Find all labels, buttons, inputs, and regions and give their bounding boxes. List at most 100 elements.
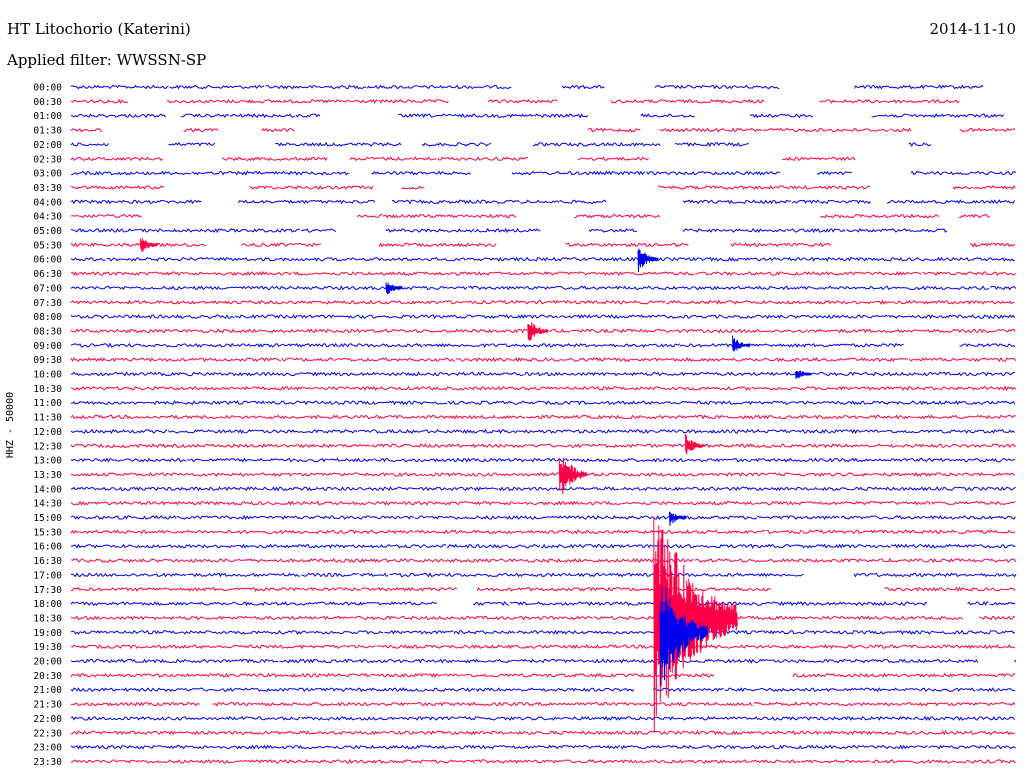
row-time-label: 15:30	[33, 527, 62, 538]
row-time-label: 02:00	[33, 140, 62, 151]
row-time-label: 00:30	[33, 97, 62, 108]
trace-line	[70, 543, 1016, 549]
row-time-label: 22:00	[33, 714, 62, 725]
seismic-event	[684, 433, 705, 455]
row-time-label: 05:30	[33, 240, 62, 251]
row-time-label: 23:30	[33, 757, 62, 768]
seismic-event	[659, 586, 708, 685]
trace-line	[70, 299, 1015, 305]
trace-line	[70, 514, 1016, 521]
row-time-label: 22:30	[33, 728, 62, 739]
date-label: 2014-11-10	[929, 20, 1016, 38]
row-time-label: 11:30	[33, 413, 62, 424]
row-time-label: 04:30	[33, 212, 62, 223]
trace-line	[70, 285, 1017, 291]
trace-line	[70, 270, 1016, 277]
row-time-label: 20:30	[33, 671, 62, 682]
trace-line	[70, 400, 1016, 406]
row-time-label: 05:00	[33, 226, 62, 237]
row-time-label: 13:30	[33, 470, 62, 481]
row-time-label: 15:00	[33, 513, 62, 524]
row-time-label: 21:30	[33, 700, 62, 711]
trace-line	[70, 644, 1016, 650]
row-time-label: 19:00	[33, 628, 62, 639]
row-time-label: 19:30	[33, 642, 62, 653]
row-time-label: 17:00	[33, 570, 62, 581]
row-time-label: 23:00	[33, 743, 62, 754]
row-time-label: 12:00	[33, 427, 62, 438]
trace-line	[70, 471, 1015, 477]
row-time-label: 20:00	[33, 657, 62, 668]
row-time-label: 06:30	[33, 269, 62, 280]
row-time-label: 18:30	[33, 613, 62, 624]
trace-line	[70, 184, 1016, 190]
trace-line	[70, 414, 1016, 420]
trace-line	[70, 170, 1017, 176]
trace-line	[70, 98, 960, 104]
row-time-label: 21:00	[33, 685, 62, 696]
row-time-label: 09:30	[33, 355, 62, 366]
row-time-label: 03:30	[33, 183, 62, 194]
seismic-event	[795, 370, 812, 379]
trace-line	[70, 428, 1015, 435]
seismic-event	[653, 517, 738, 733]
trace-line	[70, 558, 1017, 564]
trace-line	[70, 758, 1016, 764]
row-time-label: 07:30	[33, 298, 62, 309]
trace-line	[70, 572, 1017, 578]
row-time-label: 09:00	[33, 341, 62, 352]
trace-line	[70, 371, 1015, 377]
trace-line	[70, 687, 1016, 693]
row-time-label: 04:00	[33, 197, 62, 208]
row-time-label: 08:30	[33, 326, 62, 337]
trace-line	[70, 586, 1016, 592]
trace-line	[70, 227, 948, 234]
station-title: HT Litochorio (Katerini)	[7, 20, 191, 38]
trace-line	[70, 213, 991, 219]
row-time-label: 11:00	[33, 398, 62, 409]
row-time-label: 14:30	[33, 499, 62, 510]
trace-line	[70, 457, 1016, 463]
seismic-event	[385, 282, 403, 295]
trace-line	[70, 744, 1016, 750]
trace-line	[70, 385, 1016, 392]
trace-line	[70, 672, 1016, 678]
row-time-label: 01:00	[33, 111, 62, 122]
trace-line	[70, 127, 1016, 133]
y-axis-label: HHZ - 50000	[5, 392, 16, 458]
trace-line	[70, 113, 1004, 119]
seismic-event	[527, 321, 549, 341]
row-time-label: 07:00	[33, 283, 62, 294]
row-time-label: 14:00	[33, 484, 62, 495]
trace-line	[70, 629, 1016, 636]
trace-line	[70, 141, 932, 148]
seismic-event	[732, 335, 751, 352]
trace-line	[70, 529, 1016, 535]
trace-line	[70, 84, 984, 90]
trace-line	[70, 156, 856, 162]
filter-label: Applied filter: WWSSN-SP	[7, 51, 207, 69]
row-time-label: 08:00	[33, 312, 62, 323]
trace-line	[70, 328, 1016, 334]
trace-line	[70, 199, 1016, 205]
trace-line	[70, 443, 1017, 449]
row-time-label: 01:30	[33, 126, 62, 137]
trace-line	[70, 313, 1016, 320]
trace-line	[70, 500, 1016, 506]
trace-line	[70, 342, 1016, 348]
seismic-event	[669, 511, 687, 526]
row-time-label: 16:30	[33, 556, 62, 567]
trace-line	[70, 615, 1016, 621]
traces: 00:00 00:30 01:00 01:30 02:00 02:30 03:00 03:30…	[33, 83, 1017, 768]
row-time-label: 00:00	[33, 83, 62, 94]
seismic-event	[637, 248, 659, 273]
trace-line	[70, 256, 1016, 262]
row-time-label: 18:00	[33, 599, 62, 610]
trace-line	[70, 701, 1016, 707]
row-time-label: 03:00	[33, 169, 62, 180]
trace-line	[70, 715, 1016, 721]
trace-line	[70, 486, 1017, 492]
seismic-event	[558, 457, 588, 495]
row-time-label: 02:30	[33, 154, 62, 165]
